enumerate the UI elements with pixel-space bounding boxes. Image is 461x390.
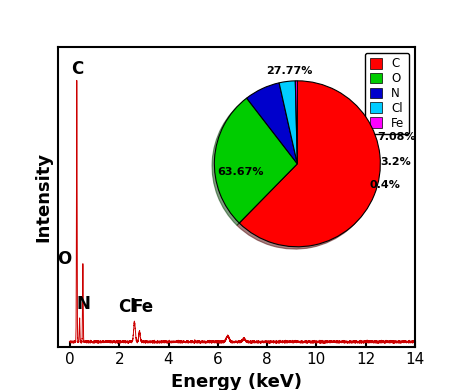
- Text: 27.77%: 27.77%: [266, 66, 312, 76]
- Wedge shape: [214, 98, 297, 223]
- Y-axis label: Intensity: Intensity: [34, 152, 52, 242]
- Wedge shape: [247, 83, 297, 164]
- X-axis label: Energy (keV): Energy (keV): [171, 372, 302, 390]
- Text: C: C: [71, 60, 83, 78]
- Wedge shape: [239, 81, 380, 247]
- Wedge shape: [279, 81, 297, 164]
- Text: O: O: [58, 250, 71, 268]
- Text: Fe: Fe: [131, 298, 153, 316]
- Text: 7.08%: 7.08%: [378, 132, 416, 142]
- Text: Cl: Cl: [118, 298, 136, 316]
- Text: 3.2%: 3.2%: [380, 157, 411, 167]
- Text: 0.4%: 0.4%: [369, 179, 400, 190]
- Text: N: N: [77, 295, 90, 313]
- Wedge shape: [296, 81, 297, 164]
- Legend: C, O, N, Cl, Fe: C, O, N, Cl, Fe: [365, 53, 409, 134]
- Text: 63.67%: 63.67%: [218, 167, 264, 177]
